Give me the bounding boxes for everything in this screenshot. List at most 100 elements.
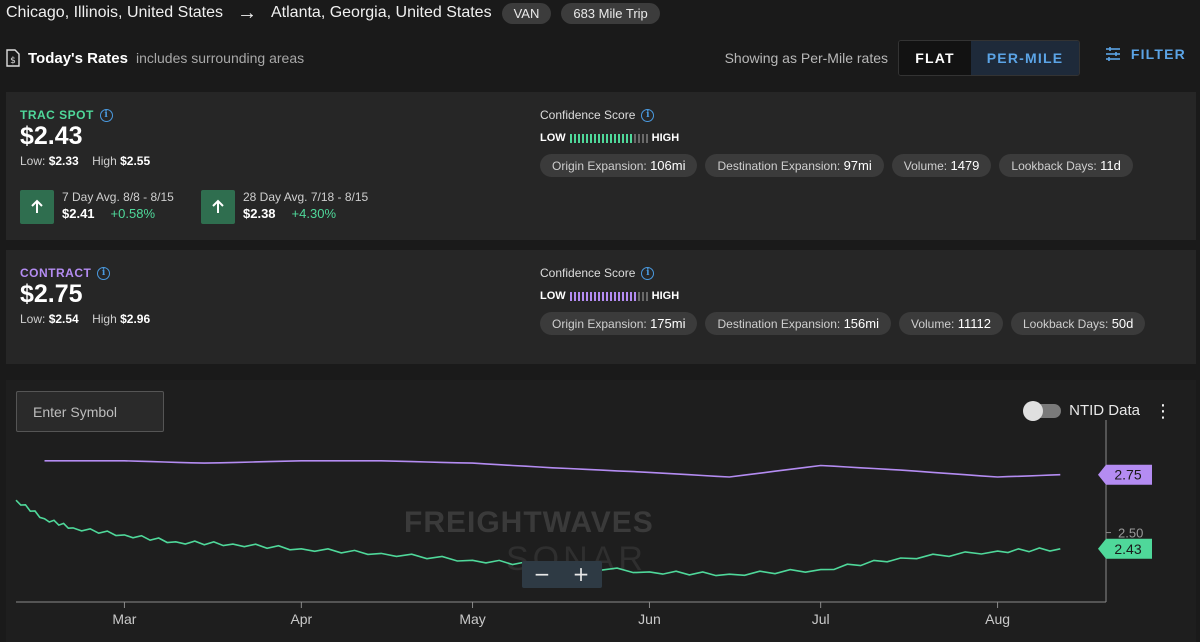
origin-label: Chicago, Illinois, United States [6, 4, 223, 21]
chip-label: Volume: [911, 317, 955, 331]
confidence-tick [593, 133, 596, 143]
spot-confidence-title: Confidence Score i [540, 108, 655, 122]
confidence-ticks [569, 291, 648, 301]
contract-confidence-title: Confidence Score i [540, 266, 655, 280]
confidence-tick [633, 291, 636, 301]
spot-series-line [15, 499, 1061, 577]
zoom-out-button[interactable]: − [534, 562, 551, 586]
conf-low-label: LOW [540, 290, 566, 302]
route-bar: Chicago, Illinois, United States → Atlan… [6, 0, 660, 26]
confidence-tick [625, 291, 628, 301]
confidence-tick [637, 133, 640, 143]
x-tick-label: Jun [638, 611, 661, 627]
x-tick-label: May [459, 611, 485, 627]
confidence-tick [573, 133, 576, 143]
watermark-text: FREIGHTWAVES [404, 506, 654, 539]
confidence-tick [605, 291, 608, 301]
confidence-tick [645, 291, 648, 301]
x-tick-label: Aug [985, 611, 1010, 627]
confidence-tick [629, 291, 632, 301]
x-tick-label: Jul [812, 611, 830, 627]
arrow-up-icon [20, 190, 54, 224]
avg7-title: 7 Day Avg. 8/8 - 8/15 [62, 190, 174, 204]
origin-expansion-chip: Origin Expansion: 175mi [540, 312, 698, 335]
info-icon[interactable]: i [641, 266, 655, 280]
y-tick-label: 2.50 [1118, 526, 1143, 541]
conf-low-label: LOW [540, 132, 566, 144]
chip-label: Destination Expansion: [717, 317, 841, 331]
confidence-tick [577, 291, 580, 301]
confidence-tick [629, 133, 632, 143]
contract-title: CONTRACT [20, 266, 92, 280]
chip-value: 175mi [650, 316, 686, 331]
arrow-right-icon: → [237, 1, 257, 24]
chip-value: 1479 [950, 158, 980, 173]
chip-value: 156mi [843, 316, 879, 331]
contract-rate: $2.75 [20, 280, 83, 308]
lookback-chip: Lookback Days: 11d [999, 154, 1133, 177]
avg7-value: $2.41 [62, 206, 95, 221]
chip-label: Lookback Days: [1022, 317, 1109, 331]
confidence-tick [641, 133, 644, 143]
contract-series-line [44, 460, 1061, 478]
confidence-tick [613, 291, 616, 301]
flat-button[interactable]: FLAT [899, 41, 971, 75]
equipment-badge: VAN [501, 2, 552, 24]
confidence-tick [609, 133, 612, 143]
lookback-chip: Lookback Days: 50d [1010, 312, 1146, 335]
confidence-tick [593, 291, 596, 301]
confidence-tick [581, 291, 584, 301]
filter-label: FILTER [1130, 46, 1186, 62]
showing-mode-text: Showing as Per-Mile rates [724, 50, 888, 66]
conf-high-label: HIGH [651, 290, 680, 302]
info-icon[interactable]: i [641, 108, 655, 122]
confidence-tick [585, 133, 588, 143]
contract-card: CONTRACT i $2.75 Low: $2.54 High $2.96 C… [6, 250, 1196, 364]
spot-rate: $2.43 [20, 122, 83, 150]
confidence-tick [641, 291, 644, 301]
contract-last-value-marker [1098, 464, 1152, 485]
chart-panel: FREIGHTWAVES SONAR Mar Apr May Jun Jul Aug 2.50 2… [6, 380, 1196, 642]
info-icon[interactable]: i [97, 266, 111, 280]
confidence-label: Confidence Score [540, 108, 636, 122]
per-mile-button[interactable]: PER-MILE [971, 41, 1079, 75]
chip-label: Volume: [903, 159, 948, 173]
ntid-toggle[interactable]: NTID Data [1023, 400, 1140, 421]
confidence-tick [601, 291, 604, 301]
confidence-tick [577, 133, 580, 143]
conf-high-label: HIGH [651, 132, 680, 144]
ntid-label: NTID Data [1069, 402, 1140, 419]
symbol-input[interactable] [16, 391, 164, 432]
avg28-value: $2.38 [243, 206, 276, 221]
chip-label: Origin Expansion: [552, 317, 647, 331]
avg28-title: 28 Day Avg. 7/18 - 8/15 [243, 190, 369, 204]
confidence-tick [589, 291, 592, 301]
confidence-tick [573, 291, 576, 301]
chip-value: 97mi [843, 158, 872, 173]
zoom-in-button[interactable]: + [573, 562, 590, 586]
rates-title: Today's Rates [28, 49, 128, 67]
confidence-label: Confidence Score [540, 266, 636, 280]
more-options-icon[interactable]: ⋮ [1154, 401, 1172, 421]
contract-last-value-label: 2.75 [1114, 467, 1141, 483]
confidence-tick [605, 133, 608, 143]
arrow-up-icon [201, 190, 235, 224]
confidence-tick [569, 133, 572, 143]
chip-value: 11d [1100, 158, 1121, 173]
trac-spot-title: TRAC SPOT [20, 108, 94, 122]
filter-button[interactable]: FILTER [1105, 46, 1186, 62]
chip-value: 11112 [957, 316, 991, 331]
rate-mode-toggle: FLAT PER-MILE [898, 40, 1080, 76]
info-icon[interactable]: i [99, 108, 113, 122]
spot-stats-chips: Origin Expansion: 106mi Destination Expa… [540, 154, 1133, 177]
confidence-tick [625, 133, 628, 143]
ntid-switch[interactable] [1023, 400, 1062, 421]
confidence-tick [569, 291, 572, 301]
contract-label: CONTRACT i [20, 266, 111, 280]
trip-distance-badge: 683 Mile Trip [561, 2, 660, 24]
confidence-tick [609, 291, 612, 301]
trac-spot-label: TRAC SPOT i [20, 108, 113, 122]
trac-spot-card: TRAC SPOT i $2.43 Low: $2.33 High $2.55 … [6, 92, 1196, 240]
confidence-tick [633, 133, 636, 143]
